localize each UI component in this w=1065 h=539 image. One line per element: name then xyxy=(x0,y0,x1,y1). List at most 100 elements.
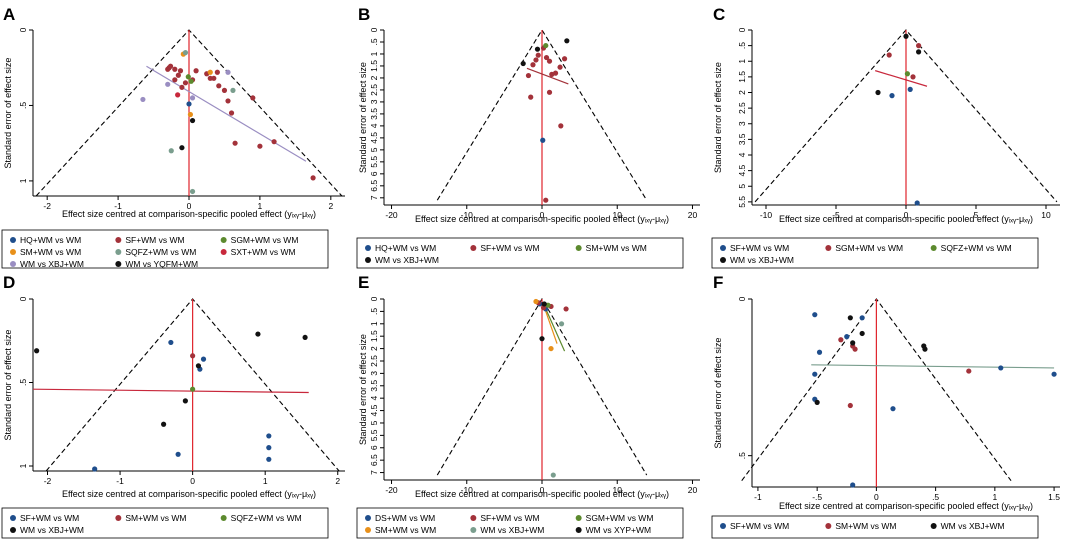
chart-panel-e: E -20 -10 0 10 20 0 .5 1 1.5 2 2.5 3 3.5 4 4.5 5 5.5 6 6.5 7… xyxy=(356,273,700,539)
series-sm-wm-vs-wm xyxy=(543,42,549,49)
regression-line xyxy=(545,311,558,344)
data-point xyxy=(543,54,550,61)
x-tick-label: 2 xyxy=(328,201,333,211)
regression-line xyxy=(545,308,566,352)
x-tick-label: -1 xyxy=(114,201,122,211)
data-point xyxy=(187,111,194,118)
y-tick-label: 1 xyxy=(18,178,28,183)
data-point xyxy=(561,56,568,62)
x-tick-label: 20 xyxy=(688,485,698,495)
y-tick-label: 2 xyxy=(737,90,747,95)
y-tick-label: 3 xyxy=(737,121,747,126)
y-tick-label: 2.5 xyxy=(737,102,747,114)
data-point xyxy=(228,110,235,116)
y-tick-label: 1.5 xyxy=(369,60,379,72)
data-point xyxy=(182,398,188,404)
legend-label: DS+WM vs WM xyxy=(375,513,435,523)
x-tick-label: 10 xyxy=(613,485,623,495)
data-point xyxy=(302,334,308,341)
y-tick-label: 2 xyxy=(369,75,379,80)
data-point xyxy=(812,371,818,377)
legend-label: WM vs XBJ+WM xyxy=(480,525,544,535)
x-tick-label: -5 xyxy=(832,210,840,220)
data-point xyxy=(168,339,174,346)
legend-marker xyxy=(470,245,477,251)
data-point xyxy=(543,42,549,49)
data-point xyxy=(847,402,853,409)
series-sm-wm-vs-wm xyxy=(838,337,972,409)
series-sm-wm-vs-wm xyxy=(190,353,196,359)
series-hq-wm-vs-wm xyxy=(540,137,546,143)
legend-box xyxy=(711,515,1039,539)
legend-box xyxy=(1,507,329,539)
data-point xyxy=(255,331,261,337)
chart-panel-d: D -2 -1 0 1 2 0 .5 1 Standard error of effect siz… xyxy=(1,273,345,539)
x-tick-label: -1 xyxy=(754,492,762,502)
legend-marker xyxy=(115,515,122,521)
x-tick-label: -.5 xyxy=(812,492,822,502)
legend-box xyxy=(711,237,1039,269)
data-point xyxy=(182,80,189,86)
series-sf-wm-vs-wm xyxy=(812,312,1057,488)
y-tick-label: 4.5 xyxy=(369,404,379,416)
legend-marker xyxy=(115,237,122,243)
y-axis-label: Standard error of effect size xyxy=(713,338,723,449)
data-point xyxy=(541,301,547,307)
data-point xyxy=(221,87,228,93)
x-tick-label: 2 xyxy=(335,476,340,486)
series-sqfz-wm-vs-wm xyxy=(168,50,236,195)
legend-label: WM vs XBJ+WM xyxy=(730,255,794,265)
legend-marker xyxy=(10,527,16,533)
data-point xyxy=(189,95,196,101)
data-point xyxy=(266,433,272,439)
legend: SF+WM vs WM SM+WM vs WM SQFZ+WM vs WM WM vs… xyxy=(1,507,329,539)
data-point xyxy=(533,298,539,305)
data-point xyxy=(889,93,895,99)
x-axis-label: Effect size centred at comparison-specif… xyxy=(62,489,316,499)
data-point xyxy=(543,197,549,203)
legend-marker xyxy=(365,515,371,521)
y-tick-label: 6.5 xyxy=(369,454,379,466)
series-sm-wm-vs-wm xyxy=(180,51,213,118)
y-tick-label: 1 xyxy=(18,463,28,468)
data-point xyxy=(189,117,196,124)
x-tick-label: -20 xyxy=(385,210,398,220)
data-point xyxy=(257,143,263,149)
data-point xyxy=(564,38,570,44)
series-sm-wm-vs-wm xyxy=(533,298,554,352)
data-point xyxy=(172,77,178,83)
legend-marker xyxy=(825,523,832,529)
x-axis-label: Effect size centred at comparison-specif… xyxy=(415,489,669,499)
panel-label: C xyxy=(713,5,725,24)
data-point xyxy=(558,123,564,129)
data-point xyxy=(193,68,199,74)
y-tick-label: 7 xyxy=(369,470,379,475)
legend-marker xyxy=(115,261,122,267)
legend-label: SM+WM vs WM xyxy=(375,525,436,535)
data-point xyxy=(310,175,316,181)
series-sf-wm-vs-wm xyxy=(889,86,920,206)
series-sqfz-wm-vs-wm xyxy=(904,71,911,77)
legend-label: SQFZ+WM vs WM xyxy=(125,247,196,257)
series-wm-vs-xbj-wm xyxy=(140,69,231,103)
data-point xyxy=(168,148,174,154)
data-point xyxy=(530,62,536,68)
x-tick-label: 20 xyxy=(688,210,698,220)
legend-label: WM vs XBJ+WM xyxy=(941,521,1005,531)
series-hq-wm-vs-wm xyxy=(186,101,192,107)
legend-marker xyxy=(10,237,16,243)
chart-panel-a: A -2 -1 0 1 2 0 .5 1 Standard error of effect siz… xyxy=(1,5,345,269)
legend-label: WM vs XBJ+WM xyxy=(375,255,439,265)
legend-label: SF+WM vs WM xyxy=(730,521,789,531)
legend-label: SF+WM vs WM xyxy=(480,513,539,523)
y-tick-label: 4.5 xyxy=(737,164,747,176)
data-point xyxy=(847,315,853,321)
legend-marker xyxy=(220,249,227,255)
data-point xyxy=(903,33,909,39)
panel-label: F xyxy=(713,273,723,292)
data-point xyxy=(225,69,231,75)
data-point xyxy=(185,74,191,80)
y-tick-label: 0 xyxy=(369,296,379,301)
x-tick-label: 0 xyxy=(190,476,195,486)
data-point xyxy=(998,365,1004,371)
